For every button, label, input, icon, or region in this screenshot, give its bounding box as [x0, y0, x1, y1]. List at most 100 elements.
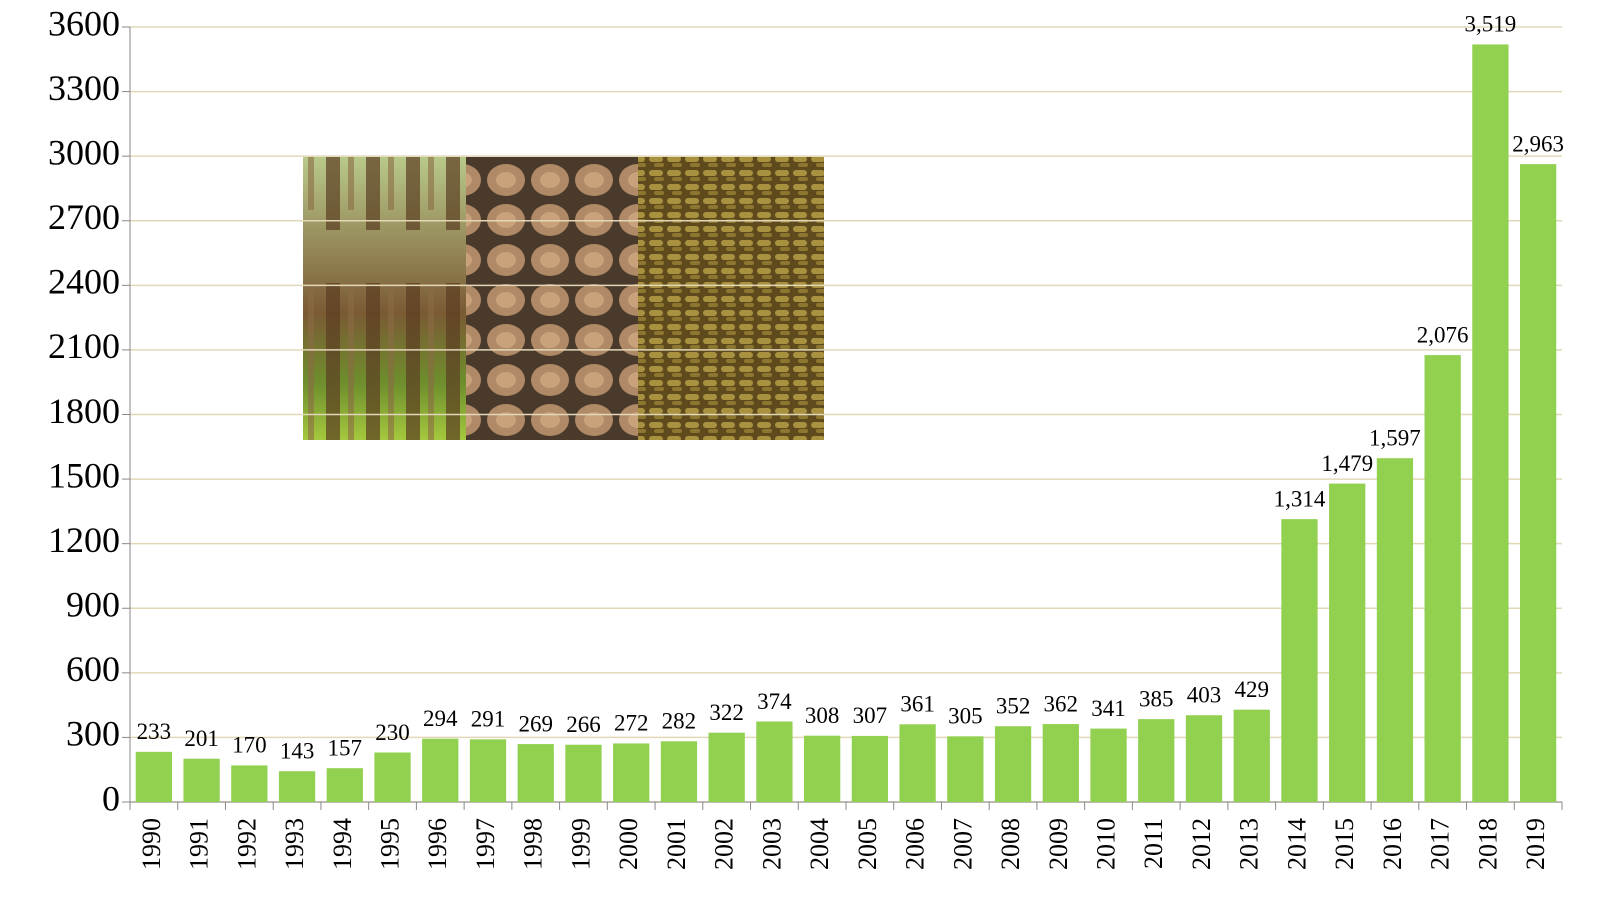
bar: [1281, 519, 1318, 802]
y-tick-label: 2100: [48, 326, 120, 366]
bar: [1329, 483, 1366, 802]
value-label: 341: [1091, 696, 1126, 721]
x-tick-label: 2019: [1521, 818, 1550, 870]
value-label: 143: [280, 738, 315, 763]
bar: [278, 771, 316, 802]
x-tick-label: 2017: [1426, 818, 1455, 870]
y-tick-label: 3600: [48, 3, 120, 43]
x-tick-label: 2006: [901, 818, 930, 870]
bar: [565, 744, 602, 802]
bar: [1424, 355, 1461, 802]
y-tick-label: 1800: [48, 391, 120, 431]
value-label: 201: [184, 726, 219, 751]
bar: [517, 744, 554, 802]
bar: [708, 732, 745, 802]
x-tick-label: 2014: [1282, 818, 1311, 870]
value-label: 157: [328, 735, 363, 760]
bar: [1138, 719, 1175, 802]
value-label: 322: [709, 700, 744, 725]
x-tick-label: 1999: [566, 818, 595, 870]
bar: [1233, 709, 1270, 802]
x-tick-label: 2007: [948, 818, 977, 870]
y-tick-label: 300: [66, 714, 120, 754]
y-tick-label: 900: [66, 585, 120, 625]
x-tick-label: 1996: [423, 818, 452, 870]
value-label: 385: [1139, 686, 1174, 711]
x-tick-label: 2013: [1235, 818, 1264, 870]
bar: [899, 724, 936, 802]
bar: [1519, 164, 1557, 802]
bar: [469, 739, 507, 802]
value-label: 3,519: [1465, 12, 1517, 37]
illustration: [303, 157, 824, 440]
x-tick-label: 1993: [280, 818, 309, 870]
x-tick-label: 2001: [662, 818, 691, 870]
y-tick-label: 2700: [48, 197, 120, 237]
x-tick-label: 2018: [1473, 818, 1502, 870]
bar: [1185, 715, 1223, 802]
value-label: 429: [1234, 677, 1269, 702]
x-tick-label: 2009: [1044, 818, 1073, 870]
bar: [1376, 458, 1414, 802]
bar: [803, 735, 841, 802]
bar: [374, 752, 411, 802]
value-label: 403: [1187, 683, 1222, 708]
y-tick-label: 2400: [48, 262, 120, 302]
x-tick-label: 2004: [805, 818, 834, 870]
value-label: 272: [614, 711, 649, 736]
bar: [947, 736, 984, 802]
value-label: 291: [471, 707, 506, 732]
value-label: 294: [423, 706, 458, 731]
value-label: 352: [996, 694, 1031, 719]
x-tick-label: 2008: [996, 818, 1025, 870]
value-label: 2,076: [1417, 322, 1469, 347]
y-tick-label: 600: [66, 649, 120, 689]
y-tick-label: 1200: [48, 520, 120, 560]
x-tick-label: 1998: [519, 818, 548, 870]
x-tick-label: 2012: [1187, 818, 1216, 870]
x-tick-label: 1992: [232, 818, 261, 870]
x-tick-label: 1994: [328, 818, 357, 870]
value-label: 233: [137, 719, 172, 744]
bar: [183, 758, 220, 802]
y-tick-label: 3000: [48, 132, 120, 172]
bar: [326, 768, 363, 802]
value-label: 361: [900, 692, 935, 717]
value-label: 374: [757, 689, 792, 714]
x-tick-label: 1991: [185, 818, 214, 870]
bar: [613, 743, 650, 802]
x-tick-label: 1995: [376, 818, 405, 870]
x-tick-label: 2015: [1330, 818, 1359, 870]
value-label: 1,597: [1369, 425, 1421, 450]
x-tick-label: 2002: [710, 818, 739, 870]
grid: [130, 26, 1562, 803]
x-tick-label: 2005: [853, 818, 882, 870]
bar: [1042, 724, 1079, 802]
bar: [994, 726, 1032, 802]
bar: [756, 721, 793, 802]
value-label: 1,479: [1321, 451, 1373, 476]
x-tick-label: 2011: [1139, 818, 1168, 869]
x-tick-label: 1997: [471, 818, 500, 870]
value-label: 266: [566, 712, 601, 737]
bar: [1472, 44, 1509, 802]
bar: [135, 751, 173, 802]
y-tick-label: 1500: [48, 455, 120, 495]
plot: 0 300 600 900 1200 1500 1800 2100 2400 2700 3000 33…: [48, 3, 1564, 870]
bar: [231, 765, 268, 802]
x-tick-label: 2010: [1092, 818, 1121, 870]
bar: [851, 735, 889, 802]
x-tick-label: 2016: [1378, 818, 1407, 870]
value-label: 170: [232, 733, 267, 758]
y-tick-label: 3300: [48, 68, 120, 108]
value-label: 2,963: [1512, 131, 1564, 156]
x-tick-label: 1990: [137, 818, 166, 870]
value-label: 307: [853, 703, 888, 728]
bar: [660, 741, 698, 802]
value-label: 362: [1044, 691, 1079, 716]
value-label: 269: [518, 711, 553, 736]
bar: [1090, 728, 1127, 802]
value-label: 305: [948, 704, 983, 729]
x-tick-label: 2003: [757, 818, 786, 870]
